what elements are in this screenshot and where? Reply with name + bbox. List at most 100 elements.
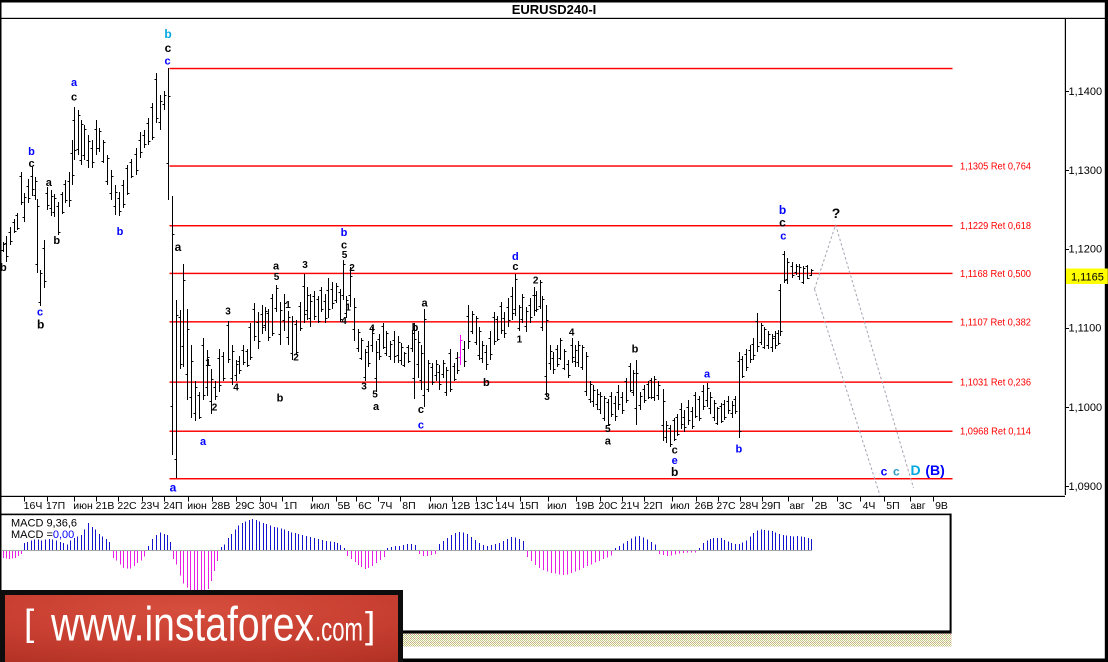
svg-text:c: c [28,158,34,170]
svg-text:b: b [483,377,490,389]
svg-text:22П: 22П [643,500,662,512]
svg-text:1,1300: 1,1300 [1069,165,1103,177]
svg-text:30Ч: 30Ч [259,500,278,512]
svg-text:b: b [53,235,60,247]
svg-text:июл: июл [310,500,330,512]
svg-text:[: [ [24,603,34,644]
svg-text:5: 5 [342,250,348,261]
svg-text:a: a [421,297,428,309]
svg-text:MACD =0,00: MACD =0,00 [11,529,74,541]
svg-text:3: 3 [225,306,231,317]
svg-text:c: c [893,464,900,478]
svg-text:(B): (B) [925,462,944,478]
svg-text:c: c [672,444,678,456]
svg-text:a: a [46,177,53,189]
svg-text:6С: 6С [358,500,372,512]
svg-text:a: a [273,260,280,272]
svg-text:c: c [418,419,424,431]
svg-text:17П: 17П [46,500,65,512]
svg-text:b: b [412,322,419,334]
svg-text:15П: 15П [519,500,538,512]
svg-text:D: D [910,462,920,478]
svg-text:2: 2 [212,403,218,414]
svg-text:21В: 21В [96,500,115,512]
svg-text:1: 1 [345,303,351,314]
svg-text:июн: июн [73,500,93,512]
svg-text:b: b [341,227,348,239]
svg-text:1,1305 Ret 0,764: 1,1305 Ret 0,764 [960,162,1031,173]
svg-text:b: b [164,27,171,41]
svg-text:24П: 24П [163,500,182,512]
svg-text:3С: 3С [839,500,853,512]
svg-text:5: 5 [605,424,611,435]
svg-text:4Ч: 4Ч [863,500,876,512]
svg-text:c: c [780,230,786,242]
svg-text:c: c [779,215,786,229]
svg-text:13С: 13С [474,500,494,512]
svg-text:3: 3 [544,392,550,403]
svg-text:20С: 20С [598,500,618,512]
svg-text:c: c [71,92,77,104]
svg-text:23Ч: 23Ч [141,500,160,512]
svg-text:5П: 5П [886,500,899,512]
svg-text:4: 4 [233,383,239,394]
svg-text:26В: 26В [695,500,714,512]
svg-text:c: c [341,239,347,251]
svg-text:28В: 28В [212,500,231,512]
svg-text:1: 1 [517,335,523,346]
svg-text:3: 3 [361,382,367,393]
svg-text:b: b [632,344,639,356]
svg-text:5В: 5В [338,500,351,512]
svg-text:b: b [117,226,124,238]
svg-text:c: c [37,307,43,319]
svg-text:12В: 12В [452,500,471,512]
svg-text:авг: авг [910,500,925,512]
svg-text:июн: июн [187,500,207,512]
svg-text:2: 2 [293,353,299,364]
svg-text:a: a [175,240,182,254]
svg-text:22С: 22С [117,500,137,512]
svg-text:e: e [672,455,678,467]
svg-text:1,1200: 1,1200 [1069,244,1103,256]
svg-text:1,1031 Ret 0,236: 1,1031 Ret 0,236 [960,378,1031,389]
svg-text:c: c [418,404,424,416]
svg-text:9В: 9В [935,500,948,512]
svg-text:b: b [277,393,284,405]
svg-text:1,1000: 1,1000 [1069,402,1103,414]
svg-text:c: c [164,56,170,68]
svg-text:www.instaforex: www.instaforex [50,599,314,652]
svg-text:?: ? [832,205,841,221]
svg-text:a: a [704,369,711,381]
svg-text:4: 4 [341,316,347,327]
svg-text:июл: июл [670,500,690,512]
svg-text:7Ч: 7Ч [380,500,393,512]
svg-text:.com: .com [315,611,363,648]
svg-text:июл: июл [428,500,448,512]
svg-text:19В: 19В [576,500,595,512]
svg-text:16Ч: 16Ч [24,500,43,512]
svg-text:MACD 9,36,6: MACD 9,36,6 [11,518,77,530]
svg-text:a: a [373,401,380,413]
svg-text:3: 3 [302,260,308,271]
svg-text:b: b [671,465,678,479]
svg-text:1,1165: 1,1165 [1071,272,1104,284]
svg-text:2: 2 [533,276,539,287]
svg-text:4: 4 [369,323,375,334]
svg-text:1П: 1П [284,500,297,512]
svg-text:c: c [881,464,888,478]
svg-text:b: b [37,317,44,331]
svg-text:]: ] [365,605,375,646]
svg-text:d: d [512,251,519,263]
svg-text:29С: 29С [235,500,255,512]
svg-text:1,1107 Ret 0,382: 1,1107 Ret 0,382 [960,317,1031,328]
svg-text:14Ч: 14Ч [496,500,515,512]
svg-text:EURUSD240-I: EURUSD240-I [512,2,597,17]
svg-text:5: 5 [372,390,378,401]
svg-text:27С: 27С [716,500,736,512]
svg-text:b: b [736,444,743,456]
svg-text:5: 5 [274,272,280,283]
svg-text:4: 4 [569,327,575,338]
svg-text:1,1100: 1,1100 [1069,323,1102,335]
svg-text:8П: 8П [402,500,415,512]
svg-text:a: a [170,480,177,494]
